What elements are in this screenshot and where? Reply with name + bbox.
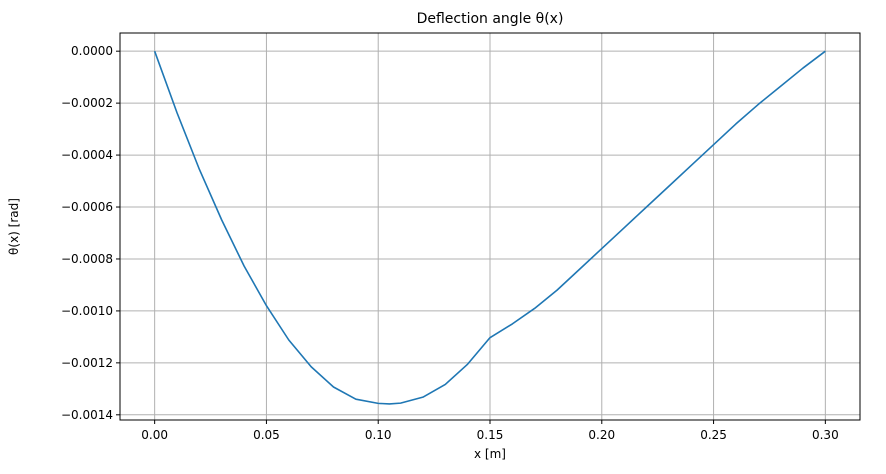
x-axis-ticks [154,420,826,424]
x-tick-label: 0.25 [700,428,727,442]
x-tick-label: 0.20 [588,428,615,442]
x-tick-label: 0.30 [812,428,839,442]
x-tick-label: 0.00 [141,428,168,442]
y-tick-label: −0.0006 [61,200,113,214]
y-tick-label: −0.0004 [61,148,113,162]
x-axis-label: x [m] [474,447,506,461]
y-tick-label: −0.0014 [61,408,113,422]
y-tick-label: 0.0000 [71,44,113,58]
series-line [153,50,826,405]
x-tick-label: 0.15 [477,428,504,442]
y-tick-label: −0.0010 [61,304,113,318]
x-tick-label: 0.10 [365,428,392,442]
y-tick-label: −0.0008 [61,252,113,266]
chart-title: Deflection angle θ(x) [417,11,564,27]
plot-area [153,50,826,405]
y-axis-ticks [116,50,120,416]
grid [120,33,860,420]
y-tick-label: −0.0012 [61,356,113,370]
y-tick-label: −0.0002 [61,96,113,110]
x-tick-label: 0.05 [253,428,280,442]
y-axis-label: θ(x) [rad] [7,198,21,255]
